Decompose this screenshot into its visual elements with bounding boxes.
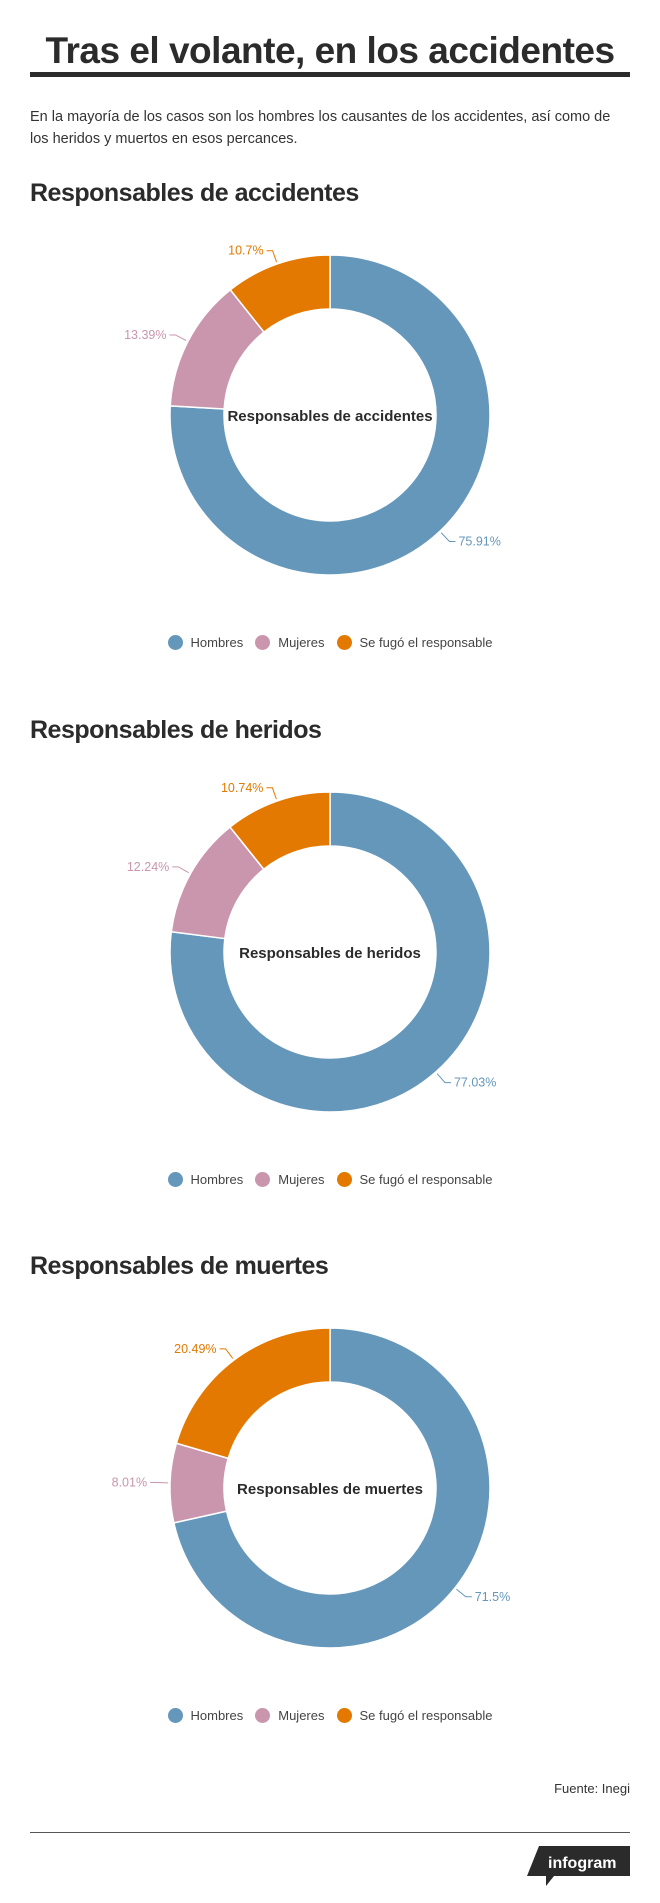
legend-label: Se fugó el responsable — [359, 1707, 493, 1723]
legend-label: Se fugó el responsable — [359, 1171, 493, 1187]
legend-color-dot — [336, 634, 352, 650]
value-label-hombres: 77.03% — [454, 1076, 496, 1090]
leader-line — [219, 1348, 234, 1359]
donut-chart-responsables-de-heridos: 77.03% 12.24% 10.74% Responsables de herido… — [127, 781, 496, 1113]
infogram-logo-badge[interactable] — [527, 1846, 630, 1896]
value-label-mujeres: 12.24% — [127, 860, 169, 874]
legend-color-dot — [167, 1707, 183, 1723]
slice-se-fugo-el-responsable[interactable] — [229, 254, 331, 334]
value-label-se-fugo-el-responsable: 10.7% — [228, 244, 263, 258]
chart-heading: Responsables de heridos — [30, 716, 322, 744]
chart-heading: Responsables de muertes — [30, 1252, 329, 1280]
leader-line — [172, 866, 189, 874]
page-title: Tras el volante, en los accidentes — [45, 30, 615, 71]
value-label-hombres: 71.5% — [475, 1590, 510, 1604]
legend-item-hombres[interactable]: Hombres — [167, 1171, 244, 1187]
legend-item-se-fugo-el-responsable[interactable]: Se fugó el responsable — [336, 1171, 493, 1187]
legend-color-dot — [255, 634, 271, 650]
value-label-se-fugo-el-responsable: 20.49% — [174, 1342, 216, 1356]
donut-chart-responsables-de-accidentes: 75.91% 13.39% 10.7% Responsables de acciden… — [124, 244, 501, 576]
footer-divider — [30, 1832, 630, 1833]
donut-center-label: Responsables de accidentes — [227, 408, 432, 425]
leader-line — [266, 250, 278, 263]
legend-label: Hombres — [190, 634, 244, 650]
legend-item-se-fugo-el-responsable[interactable]: Se fugó el responsable — [336, 634, 493, 650]
legend-label: Se fugó el responsable — [359, 634, 493, 650]
slice-hombres[interactable] — [172, 1327, 491, 1649]
value-label-hombres: 75.91% — [458, 535, 500, 549]
chart-legend: Hombres Mujeres Se fugó el responsable — [0, 1170, 660, 1187]
chart-block-responsables-de-muertes: Responsables de muertes 71.5% 8.01% 20.49% R… — [0, 1248, 660, 1778]
slice-se-fugo-el-responsable[interactable] — [228, 791, 331, 871]
leader-line — [266, 787, 277, 800]
leader-line — [440, 532, 456, 543]
donut-center-label: Responsables de muertes — [237, 1481, 423, 1498]
legend-item-hombres[interactable]: Hombres — [167, 1707, 244, 1723]
leader-line — [169, 334, 187, 341]
leader-line — [436, 1073, 451, 1084]
chart-block-responsables-de-heridos: Responsables de heridos 77.03% 12.24% 10.74… — [0, 712, 660, 1242]
value-label-mujeres: 13.39% — [124, 328, 166, 342]
legend-color-dot — [255, 1707, 271, 1723]
value-label-se-fugo-el-responsable: 10.74% — [221, 781, 263, 795]
legend-item-se-fugo-el-responsable[interactable]: Se fugó el responsable — [336, 1707, 493, 1723]
legend-label: Hombres — [190, 1707, 244, 1723]
chart-legend: Hombres Mujeres Se fugó el responsable — [0, 1706, 660, 1723]
legend-color-dot — [167, 634, 183, 650]
infogram-logo-text[interactable]: infogram — [548, 1855, 617, 1872]
slice-se-fugo-el-responsable[interactable] — [175, 1327, 331, 1460]
page-description: En la mayoría de los casos son los hombr… — [30, 109, 611, 147]
donut-chart-responsables-de-muertes: 71.5% 8.01% 20.49% Responsables de muertes — [112, 1327, 510, 1649]
legend-item-mujeres[interactable]: Mujeres — [255, 1171, 325, 1187]
source-note: Fuente: Inegi — [554, 1781, 630, 1796]
legend-color-dot — [167, 1171, 183, 1187]
legend-label: Hombres — [190, 1171, 244, 1187]
slice-hombres[interactable] — [169, 791, 491, 1113]
legend-item-mujeres[interactable]: Mujeres — [255, 1707, 325, 1723]
value-label-mujeres: 8.01% — [112, 1475, 147, 1489]
legend-color-dot — [336, 1707, 352, 1723]
title-divider — [30, 72, 630, 77]
legend-color-dot — [255, 1171, 271, 1187]
legend-item-mujeres[interactable]: Mujeres — [255, 634, 325, 650]
chart-block-responsables-de-accidentes: Responsables de accidentes 75.91% 13.39% 10… — [0, 175, 660, 705]
chart-heading: Responsables de accidentes — [30, 179, 359, 207]
legend-color-dot — [336, 1171, 352, 1187]
legend-item-hombres[interactable]: Hombres — [167, 634, 244, 650]
leader-line — [456, 1588, 472, 1598]
legend-label: Mujeres — [278, 634, 325, 650]
chart-legend: Hombres Mujeres Se fugó el responsable — [0, 633, 660, 650]
legend-label: Mujeres — [278, 1707, 325, 1723]
slice-hombres[interactable] — [169, 254, 491, 576]
donut-center-label: Responsables de heridos — [239, 945, 421, 962]
legend-label: Mujeres — [278, 1171, 325, 1187]
